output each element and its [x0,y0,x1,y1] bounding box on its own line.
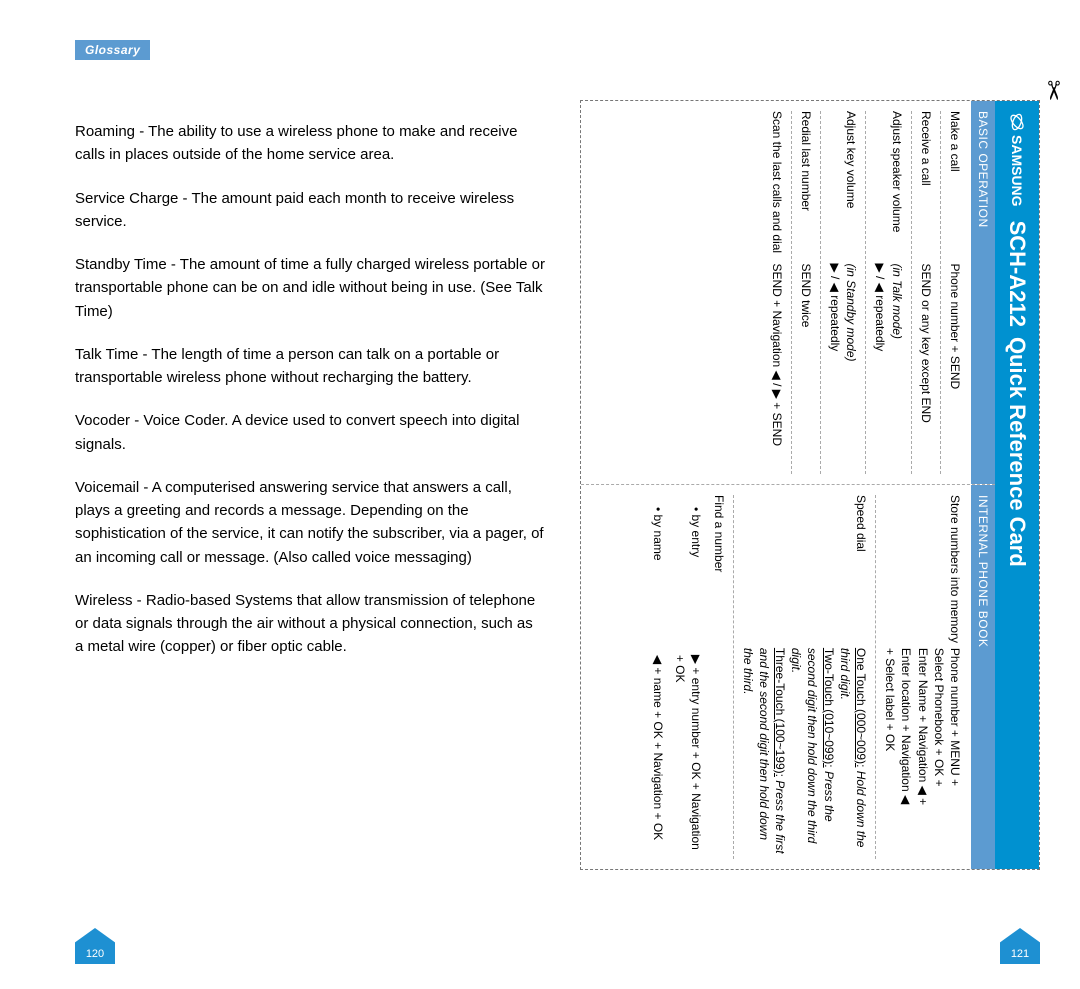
pb-find-bullet: by entry [672,507,704,655]
op-action-note: (in Talk mode) [890,263,904,339]
op-label: Adjust speaker volume [872,111,904,263]
divider [733,495,734,859]
basic-operation-col: BASIC OPERATION Make a call Phone number… [581,101,995,485]
glossary-entry: Talk Time - The length of time a person … [75,343,545,390]
glossary-entry: Vocoder - Voice Coder. A device used to … [75,409,545,456]
scissors-icon: ✂ [1038,80,1069,102]
glossary-entry: Roaming - The ability to use a wireless … [75,120,545,167]
op-action-text: ▶ / ◀ repeatedly [828,263,842,351]
pb-row: Store numbers into memory Phone number +… [882,495,963,859]
glossary-page: Glossary Roaming - The ability to use a … [75,40,545,679]
page-number-right: 121 [1000,928,1040,964]
pb-label: Speed dial [740,495,870,648]
page-number-left: 120 [75,928,115,964]
op-row: Scan the last calls and dial SEND + Navi… [769,111,785,474]
basic-ops-body: Make a call Phone number + SEND Receive … [755,101,972,484]
pb-label: Store numbers into memory [882,495,963,648]
card-title: Quick Reference Card [1004,337,1030,567]
pb-find-text: ▶ + entry number + OK + Navigation + OK [672,655,704,859]
phonebook-body: Store numbers into memory Phone number +… [636,485,971,869]
glossary-sep: - [139,479,152,496]
pb-line: Phone number + MENU + [947,648,963,859]
glossary-sep: - [130,412,143,429]
card-columns: BASIC OPERATION Make a call Phone number… [581,101,995,869]
op-row: Adjust speaker volume (in Talk mode) ▶ /… [872,111,904,474]
op-action: SEND or any key except END [918,263,934,474]
phonebook-col: INTERNAL PHONE BOOK Store numbers into m… [581,485,995,869]
op-action: SEND twice [798,263,814,474]
op-label: Adjust key volume [827,111,859,263]
divider [865,111,866,474]
op-row: Receive a call SEND or any key except EN… [918,111,934,474]
pb-action: Phone number + MENU + Select Phonebook +… [882,648,963,859]
op-label: Make a call [947,111,963,263]
col-head-basic: BASIC OPERATION [971,101,995,484]
op-row: Make a call Phone number + SEND [947,111,963,474]
op-action: Phone number + SEND [947,263,963,474]
quick-ref-page: SAMSUNG SCH-A212 Quick Reference Card BA… [580,100,1040,870]
pb-row: Speed dial One Touch (000~009): Hold dow… [740,495,870,859]
glossary-list: Roaming - The ability to use a wireless … [75,120,545,659]
divider [940,111,941,474]
glossary-term: Service Charge [75,190,178,207]
pb-find-text: ◀ + name + OK + Navigation + OK [650,655,666,859]
glossary-sep: - [133,592,146,609]
pb-action [710,648,726,859]
op-action: SEND + Navigation ◀ / ▶ + SEND [769,263,785,474]
glossary-term: Standby Time [75,256,167,273]
op-label: Receive a call [918,111,934,263]
logo-text: SAMSUNG [1009,135,1025,207]
pb-line: + Select label + OK [882,648,898,859]
glossary-term: Wireless [75,592,133,609]
pb-speed-u: Two-Touch (010~099): [822,648,836,768]
pb-find-entry: by entry ▶ + entry number + OK + Navigat… [672,495,704,859]
pb-find-entry: by name ◀ + name + OK + Navigation + OK [650,495,666,859]
glossary-entry: Voicemail - A computerised answering ser… [75,476,545,569]
divider [875,495,876,859]
pb-speed-line: Two-Touch (010~099): Press the second di… [788,648,837,859]
pb-line: Select Phonebook + OK + [931,648,947,859]
card-header: SAMSUNG SCH-A212 Quick Reference Card [995,101,1039,869]
divider [820,111,821,474]
pb-action: One Touch (000~009): Hold down the third… [740,648,870,859]
quick-ref-card: SAMSUNG SCH-A212 Quick Reference Card BA… [580,100,1040,870]
samsung-logo: SAMSUNG [1008,113,1026,207]
pb-line: Enter Name + Navigation ◀ + [914,648,930,859]
op-action: (in Standby mode) ▶ / ◀ repeatedly [827,263,859,474]
card-model: SCH-A212 [1004,221,1030,327]
section-tab: Glossary [75,40,150,60]
pb-speed-u: Three-Touch (100~199): [773,648,787,777]
col-head-phonebook: INTERNAL PHONE BOOK [971,485,995,869]
glossary-term: Roaming [75,123,135,140]
op-action-note: (in Standby mode) [844,263,858,361]
pb-speed-line: One Touch (000~009): Hold down the third… [837,648,869,859]
glossary-sep: - [178,190,191,207]
pb-line: Enter location + Navigation ◀ [898,648,914,859]
op-row: Adjust key volume (in Standby mode) ▶ / … [827,111,859,474]
glossary-term: Talk Time [75,346,138,363]
pb-find-bullet: by name [650,507,666,655]
pb-label: Find a number [710,495,726,648]
glossary-sep: - [167,256,180,273]
glossary-entry: Service Charge - The amount paid each mo… [75,187,545,234]
glossary-entry: Wireless - Radio-based Systems that allo… [75,589,545,659]
glossary-term: Vocoder [75,412,130,429]
op-row: Redial last number SEND twice [798,111,814,474]
divider [791,111,792,474]
glossary-sep: - [135,123,148,140]
op-action-text: ▶ / ◀ repeatedly [873,263,887,351]
op-action: (in Talk mode) ▶ / ◀ repeatedly [872,263,904,474]
op-label: Redial last number [798,111,814,263]
glossary-sep: - [138,346,151,363]
divider [911,111,912,474]
glossary-entry: Standby Time - The amount of time a full… [75,253,545,323]
pb-speed-line: Three-Touch (100~199): Press the first a… [740,648,789,859]
glossary-term: Voicemail [75,479,139,496]
op-label: Scan the last calls and dial [769,111,785,263]
pb-speed-u: One Touch (000~009): [854,648,868,768]
pb-row: Find a number [710,495,726,859]
